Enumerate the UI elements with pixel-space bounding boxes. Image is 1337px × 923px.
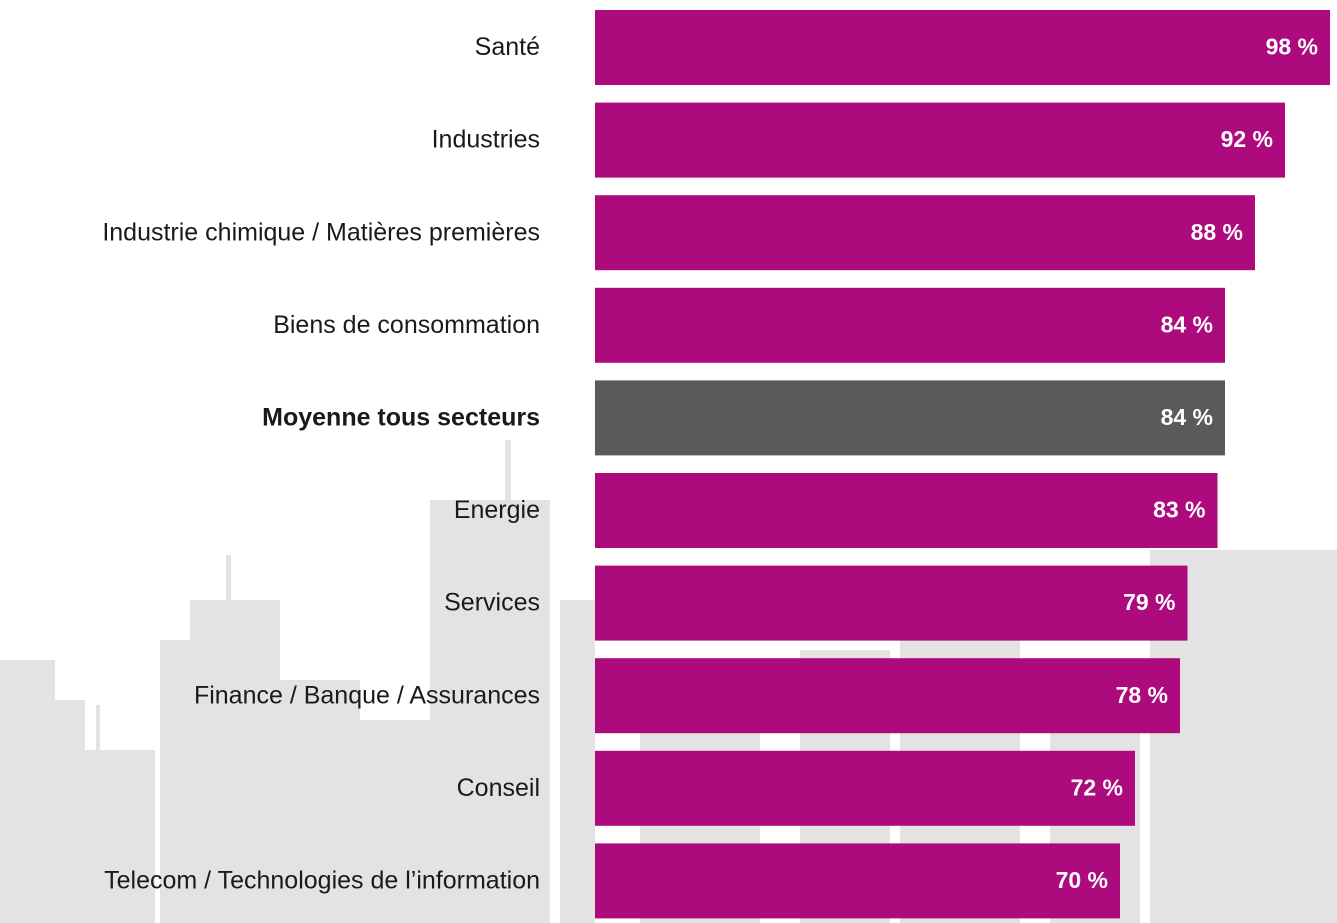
value-label: 78 % [1116,682,1168,708]
value-label: 72 % [1071,774,1123,800]
plot-area: 98 % Santé 92 % Industries 88 % Industrie chi… [102,10,1330,919]
category-label: Finance / Banque / Assurances [194,681,540,709]
category-label: Industrie chimique / Matières premières [102,218,540,246]
value-label: 88 % [1191,219,1243,245]
bar [595,195,1255,271]
bar [595,658,1180,734]
category-label: Santé [475,33,540,61]
value-label: 84 % [1161,404,1213,430]
bar [595,10,1330,85]
category-label: Industries [432,126,540,154]
bar [595,473,1218,548]
value-label: 70 % [1056,867,1108,893]
bar [595,380,1225,456]
category-label: Moyenne tous secteurs [262,404,540,432]
category-label: Biens de consommation [273,311,540,339]
bar [595,843,1120,919]
bar [595,102,1285,178]
bar [595,287,1225,363]
value-label: 79 % [1123,589,1175,615]
value-label: 98 % [1266,34,1318,60]
category-label: Services [444,589,540,617]
bar [595,565,1188,641]
category-label: Telecom / Technologies de l’information [104,867,540,895]
value-label: 83 % [1153,497,1205,523]
bar [595,750,1135,826]
value-label: 84 % [1161,311,1213,337]
category-label: Energie [454,496,540,524]
category-label: Conseil [457,774,540,802]
value-label: 92 % [1221,126,1273,152]
